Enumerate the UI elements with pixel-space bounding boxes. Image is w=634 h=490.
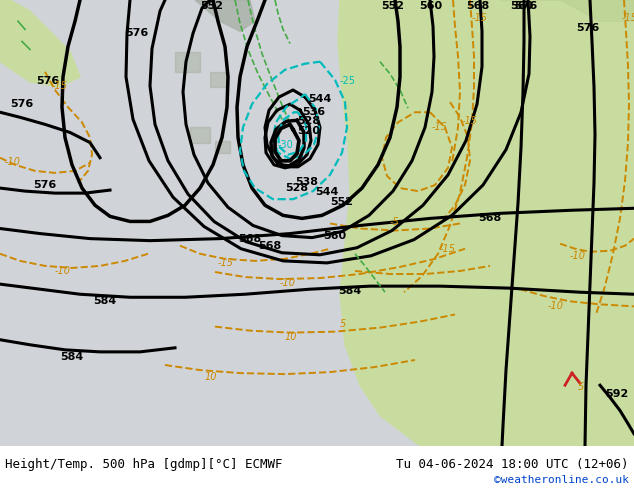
Text: -15: -15: [472, 13, 488, 23]
Polygon shape: [500, 0, 634, 21]
Text: -15: -15: [218, 258, 234, 268]
Text: -10: -10: [280, 278, 296, 288]
Text: 568: 568: [238, 234, 262, 244]
Text: 10: 10: [205, 372, 217, 382]
Text: Tu 04-06-2024 18:00 UTC (12+06): Tu 04-06-2024 18:00 UTC (12+06): [396, 458, 629, 471]
Text: 528: 528: [285, 183, 308, 193]
Text: -15: -15: [440, 244, 456, 254]
Polygon shape: [338, 0, 634, 446]
Text: -10: -10: [5, 157, 21, 167]
Text: 568: 568: [467, 1, 489, 11]
Text: 560: 560: [323, 231, 347, 241]
Text: 528: 528: [297, 116, 320, 126]
Text: -25: -25: [340, 76, 356, 86]
Polygon shape: [210, 72, 228, 87]
Text: 592: 592: [605, 390, 628, 399]
Text: -30: -30: [277, 140, 293, 149]
Text: 568: 568: [259, 241, 281, 251]
Text: -5: -5: [390, 218, 400, 227]
Polygon shape: [0, 0, 80, 87]
Text: ©weatheronline.co.uk: ©weatheronline.co.uk: [494, 475, 629, 485]
Text: -15: -15: [462, 116, 478, 126]
Text: -15: -15: [622, 13, 634, 23]
Text: 584: 584: [93, 296, 117, 306]
Text: 576: 576: [10, 99, 33, 109]
Text: 10: 10: [285, 332, 297, 342]
Text: 576: 576: [576, 24, 600, 33]
Polygon shape: [175, 51, 200, 72]
Text: 568: 568: [479, 214, 501, 223]
Text: 520: 520: [297, 126, 320, 137]
Text: -10: -10: [570, 251, 586, 261]
Text: 576: 576: [126, 28, 148, 38]
Text: -10: -10: [55, 266, 71, 276]
Text: -10: -10: [548, 301, 564, 312]
Polygon shape: [0, 446, 634, 490]
Text: 576: 576: [34, 180, 56, 190]
Text: 544: 544: [315, 187, 339, 197]
Polygon shape: [195, 0, 255, 31]
Text: 560: 560: [420, 1, 443, 11]
Text: -15: -15: [432, 122, 448, 132]
Polygon shape: [190, 127, 210, 143]
Text: 552: 552: [200, 1, 224, 11]
Text: 584: 584: [339, 286, 361, 296]
Text: 536: 536: [302, 107, 325, 117]
Text: 552: 552: [382, 1, 404, 11]
Text: 576: 576: [36, 76, 60, 86]
Text: 5: 5: [340, 318, 346, 329]
Text: Height/Temp. 500 hPa [gdmp][°C] ECMWF: Height/Temp. 500 hPa [gdmp][°C] ECMWF: [5, 458, 283, 471]
Text: 576: 576: [514, 1, 538, 11]
Text: 552: 552: [330, 197, 353, 207]
Polygon shape: [215, 141, 230, 153]
Text: 584: 584: [60, 352, 84, 362]
Text: 544: 544: [308, 94, 332, 104]
Polygon shape: [0, 0, 634, 446]
Text: 5: 5: [578, 382, 585, 392]
Text: 538: 538: [295, 177, 318, 187]
Text: 560: 560: [510, 1, 534, 11]
Text: -15: -15: [52, 81, 68, 91]
